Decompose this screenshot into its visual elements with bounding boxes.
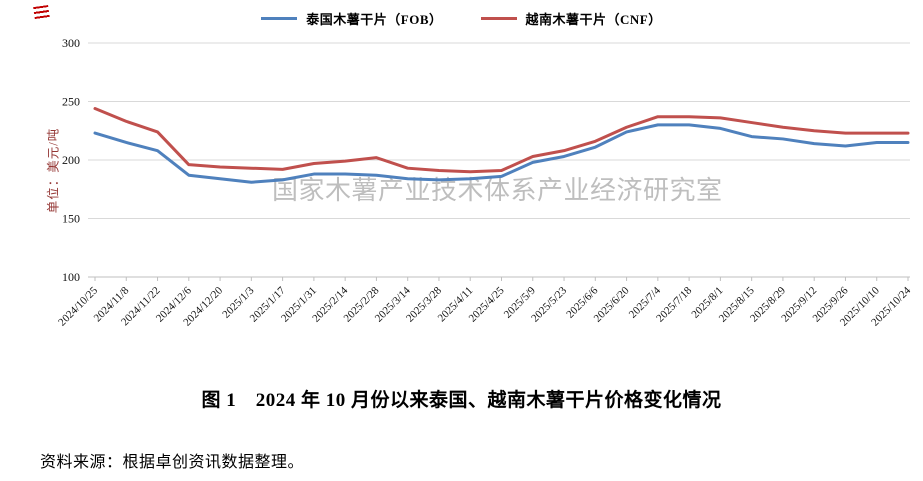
legend-label-vietnam-cnf: 越南木薯干片（CNF） (525, 12, 662, 27)
figure-caption: 图 1 2024 年 10 月份以来泰国、越南木薯干片价格变化情况 (201, 390, 722, 411)
price-line-chart: 1001502002503002024/10/252024/11/82024/1… (56, 36, 913, 329)
svg-text:2025/4/25: 2025/4/25 (467, 284, 507, 324)
svg-text:300: 300 (62, 36, 80, 50)
svg-text:150: 150 (62, 212, 80, 226)
svg-text:100: 100 (62, 270, 80, 284)
legend-label-thailand-fob: 泰国木薯干片（FOB） (306, 12, 443, 27)
source-note: 资料来源：根据卓创资讯数据整理。 (40, 454, 305, 471)
svg-text:250: 250 (62, 95, 80, 109)
thailand-line-swatch (261, 17, 298, 20)
legend-item-vietnam-cnf: 越南木薯干片（CNF） (480, 9, 662, 28)
svg-text:200: 200 (62, 153, 80, 167)
svg-text:2025/7/18: 2025/7/18 (654, 284, 694, 324)
svg-text:2025/6/20: 2025/6/20 (592, 284, 632, 324)
legend-item-thailand-fob: 泰国木薯干片（FOB） (261, 9, 442, 28)
svg-text:2024/10/25: 2024/10/25 (56, 284, 100, 328)
svg-text:2025/5/23: 2025/5/23 (529, 284, 569, 324)
y-axis-unit-label: 单位：美元/吨 (46, 127, 61, 214)
chart-legend: 泰国木薯干片（FOB） 越南木薯干片（CNF） (0, 9, 923, 28)
vietnam-line-swatch (480, 17, 517, 20)
